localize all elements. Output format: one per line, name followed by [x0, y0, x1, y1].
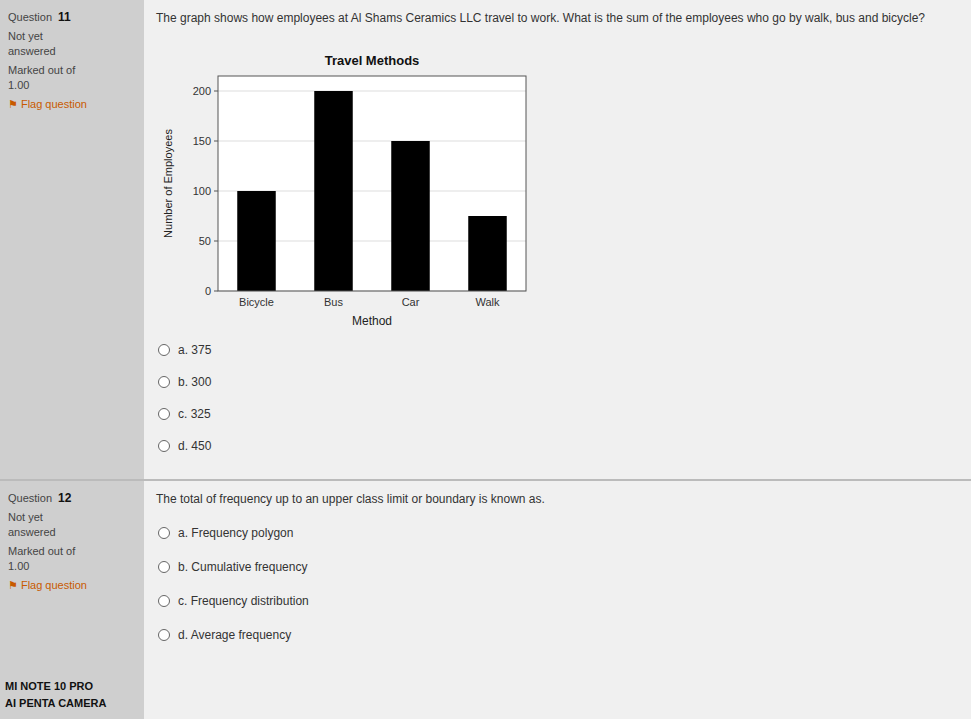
- flag-question[interactable]: ⚑ Flag question: [8, 98, 87, 111]
- question-info: Question 11: [8, 10, 71, 24]
- question-section: Question 11 Not yet answered Marked out of 1.…: [0, 0, 971, 479]
- answer-option: d. 450: [158, 434, 211, 458]
- question-sidebar: Question 11 Not yet answered Marked out of 1.…: [0, 0, 144, 479]
- bar-chart: 0 50 100 150 200 Bicycle Bus Car Walk Travel Meth…: [158, 48, 538, 333]
- answer-option: b. Cumulative frequency: [158, 555, 307, 579]
- x-tick-label: Car: [402, 296, 420, 308]
- y-tick: [214, 91, 218, 92]
- grid-line: [218, 141, 526, 142]
- option-text: d. 450: [178, 439, 211, 453]
- option-text: c. Frequency distribution: [178, 594, 309, 608]
- radio-button[interactable]: [158, 440, 170, 452]
- question-status: Not yet: [8, 511, 43, 523]
- question-number: 11: [58, 10, 71, 24]
- bar: [237, 191, 276, 291]
- answer-option: c. 325: [158, 402, 211, 426]
- plot-frame: [218, 76, 526, 291]
- x-tick-label: Bus: [324, 296, 343, 308]
- question-status: answered: [8, 45, 56, 57]
- y-tick: [214, 141, 218, 142]
- marks-value: 1.00: [8, 79, 29, 91]
- radio-button[interactable]: [158, 629, 170, 641]
- x-axis-label: Method: [352, 314, 392, 328]
- section-divider: [0, 479, 971, 481]
- question-status: Not yet: [8, 30, 43, 42]
- y-tick-label: 150: [193, 135, 211, 147]
- question-number: 12: [58, 491, 71, 505]
- answer-option: a. Frequency polygon: [158, 521, 293, 545]
- radio-button[interactable]: [158, 595, 170, 607]
- x-tick-label: Bicycle: [239, 296, 274, 308]
- option-text: d. Average frequency: [178, 628, 291, 642]
- grid-line: [218, 91, 526, 92]
- radio-button[interactable]: [158, 408, 170, 420]
- watermark: MI NOTE 10 PRO: [5, 680, 93, 692]
- radio-button[interactable]: [158, 376, 170, 388]
- question-content: The total of frequency up to an upper cl…: [144, 481, 971, 719]
- y-tick-label: 200: [193, 85, 211, 97]
- chart-title: Travel Methods: [325, 53, 420, 68]
- marks-label: Marked out of: [8, 64, 75, 76]
- bar: [468, 216, 507, 291]
- option-text: a. 375: [178, 343, 211, 357]
- answer-option: d. Average frequency: [158, 623, 291, 647]
- answer-option: c. Frequency distribution: [158, 589, 309, 613]
- question-info: Question 12: [8, 491, 71, 505]
- radio-button[interactable]: [158, 561, 170, 573]
- y-tick: [214, 191, 218, 192]
- radio-button[interactable]: [158, 344, 170, 356]
- question-status: answered: [8, 526, 56, 538]
- option-text: b. 300: [178, 375, 211, 389]
- marks-label: Marked out of: [8, 545, 75, 557]
- option-text: c. 325: [178, 407, 211, 421]
- marks-value: 1.00: [8, 560, 29, 572]
- question-label: Question: [8, 492, 52, 504]
- bar: [391, 141, 430, 291]
- option-text: a. Frequency polygon: [178, 526, 293, 540]
- question-text: The graph shows how employees at Al Sham…: [156, 10, 955, 27]
- y-axis-label: Number of Employees: [162, 129, 174, 238]
- plot-background: [218, 76, 526, 291]
- answer-option: a. 375: [158, 338, 211, 362]
- y-tick: [214, 241, 218, 242]
- answer-option: b. 300: [158, 370, 211, 394]
- bar: [314, 91, 353, 291]
- bars: [237, 91, 507, 291]
- option-text: b. Cumulative frequency: [178, 560, 307, 574]
- x-tick-label: Walk: [475, 296, 500, 308]
- watermark: AI PENTA CAMERA: [5, 697, 106, 709]
- question-text: The total of frequency up to an upper cl…: [156, 491, 955, 508]
- question-section: Question 12 Not yet answered Marked out of 1.…: [0, 481, 971, 719]
- y-tick-label: 100: [193, 185, 211, 197]
- y-tick: [214, 291, 218, 292]
- question-content: The graph shows how employees at Al Sham…: [144, 0, 971, 479]
- y-tick-label: 0: [205, 285, 211, 297]
- y-tick-label: 50: [199, 235, 211, 247]
- question-label: Question: [8, 11, 52, 23]
- radio-button[interactable]: [158, 527, 170, 539]
- flag-question[interactable]: ⚑ Flag question: [8, 579, 87, 592]
